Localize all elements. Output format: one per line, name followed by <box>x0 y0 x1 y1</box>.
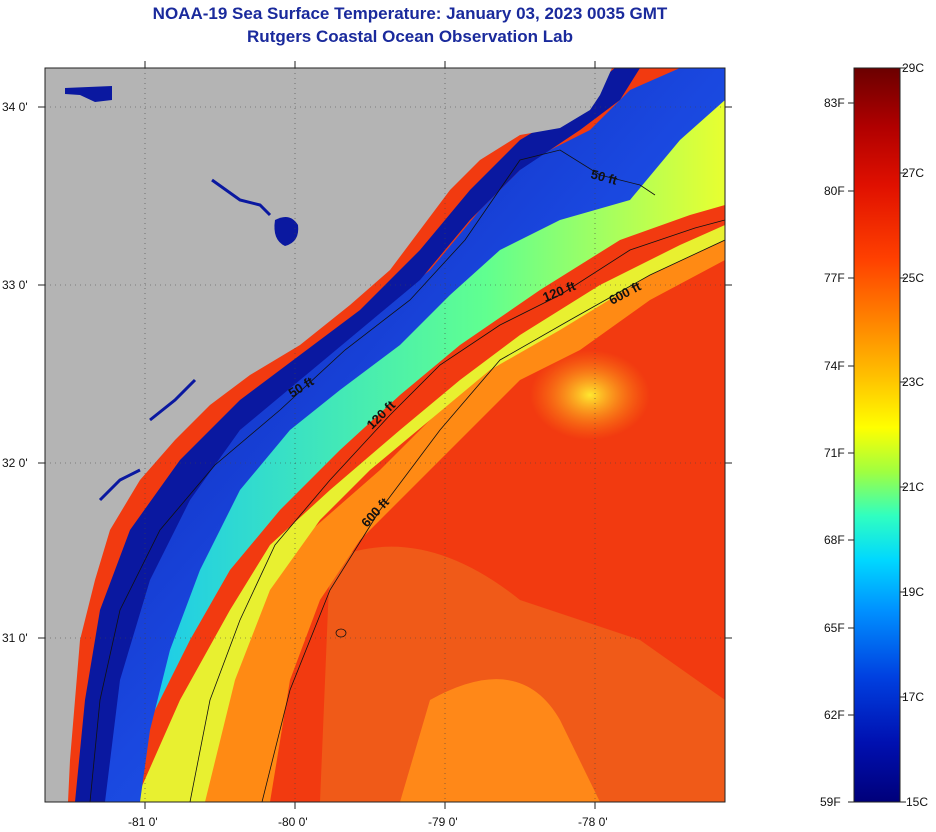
celsius-label: 29C <box>902 61 924 75</box>
warm-patch <box>400 679 600 802</box>
gulf-stream-edge <box>145 230 725 802</box>
map-title: NOAA-19 Sea Surface Temperature: January… <box>152 4 668 23</box>
shelf-water <box>125 100 725 802</box>
celsius-label: 23C <box>902 375 924 389</box>
contour-600ft <box>261 239 725 802</box>
axis-ticks <box>38 61 732 809</box>
colorbar-ticks <box>848 67 906 803</box>
fahrenheit-label: 80F <box>824 184 845 198</box>
celsius-label: 19C <box>902 585 924 599</box>
lon-label: -80 0' <box>278 815 308 829</box>
front-zone <box>135 225 725 802</box>
lake <box>65 86 112 102</box>
celsius-label: 17C <box>902 690 924 704</box>
lake <box>274 216 299 246</box>
lat-label: 31 0' <box>2 631 28 645</box>
land-mass <box>45 68 612 802</box>
contour-120ft <box>189 219 725 802</box>
lon-label: -78 0' <box>578 815 608 829</box>
fahrenheit-label: 59F <box>820 795 841 809</box>
fahrenheit-label: 62F <box>824 708 845 722</box>
fahrenheit-label: 77F <box>824 271 845 285</box>
celsius-label: 27C <box>902 166 924 180</box>
fahrenheit-label: 83F <box>824 96 845 110</box>
lat-label: 33 0' <box>2 278 28 292</box>
contour-50ft <box>89 149 656 802</box>
nearshore-water <box>85 68 725 802</box>
river <box>211 178 272 217</box>
fahrenheit-label: 65F <box>824 621 845 635</box>
lon-label: -81 0' <box>128 815 158 829</box>
fahrenheit-label: 71F <box>824 446 845 460</box>
map-frame <box>44 67 726 803</box>
fahrenheit-label: 68F <box>824 533 845 547</box>
celsius-label: 15C <box>906 795 928 809</box>
contour-label: 50 ft <box>589 166 619 188</box>
warm-eddy <box>530 350 650 440</box>
celsius-label: 21C <box>902 480 924 494</box>
fahrenheit-label: 74F <box>824 359 845 373</box>
lat-label: 32 0' <box>2 456 28 470</box>
map-subtitle: Rutgers Coastal Ocean Observation Lab <box>247 27 573 46</box>
river <box>98 468 141 502</box>
graticule <box>45 68 725 802</box>
seamount-contour <box>335 628 347 638</box>
lon-label: -79 0' <box>428 815 458 829</box>
river <box>149 378 197 422</box>
celsius-label: 25C <box>902 271 924 285</box>
colorbar-ramp <box>853 67 901 803</box>
lat-label: 34 0' <box>2 100 28 114</box>
